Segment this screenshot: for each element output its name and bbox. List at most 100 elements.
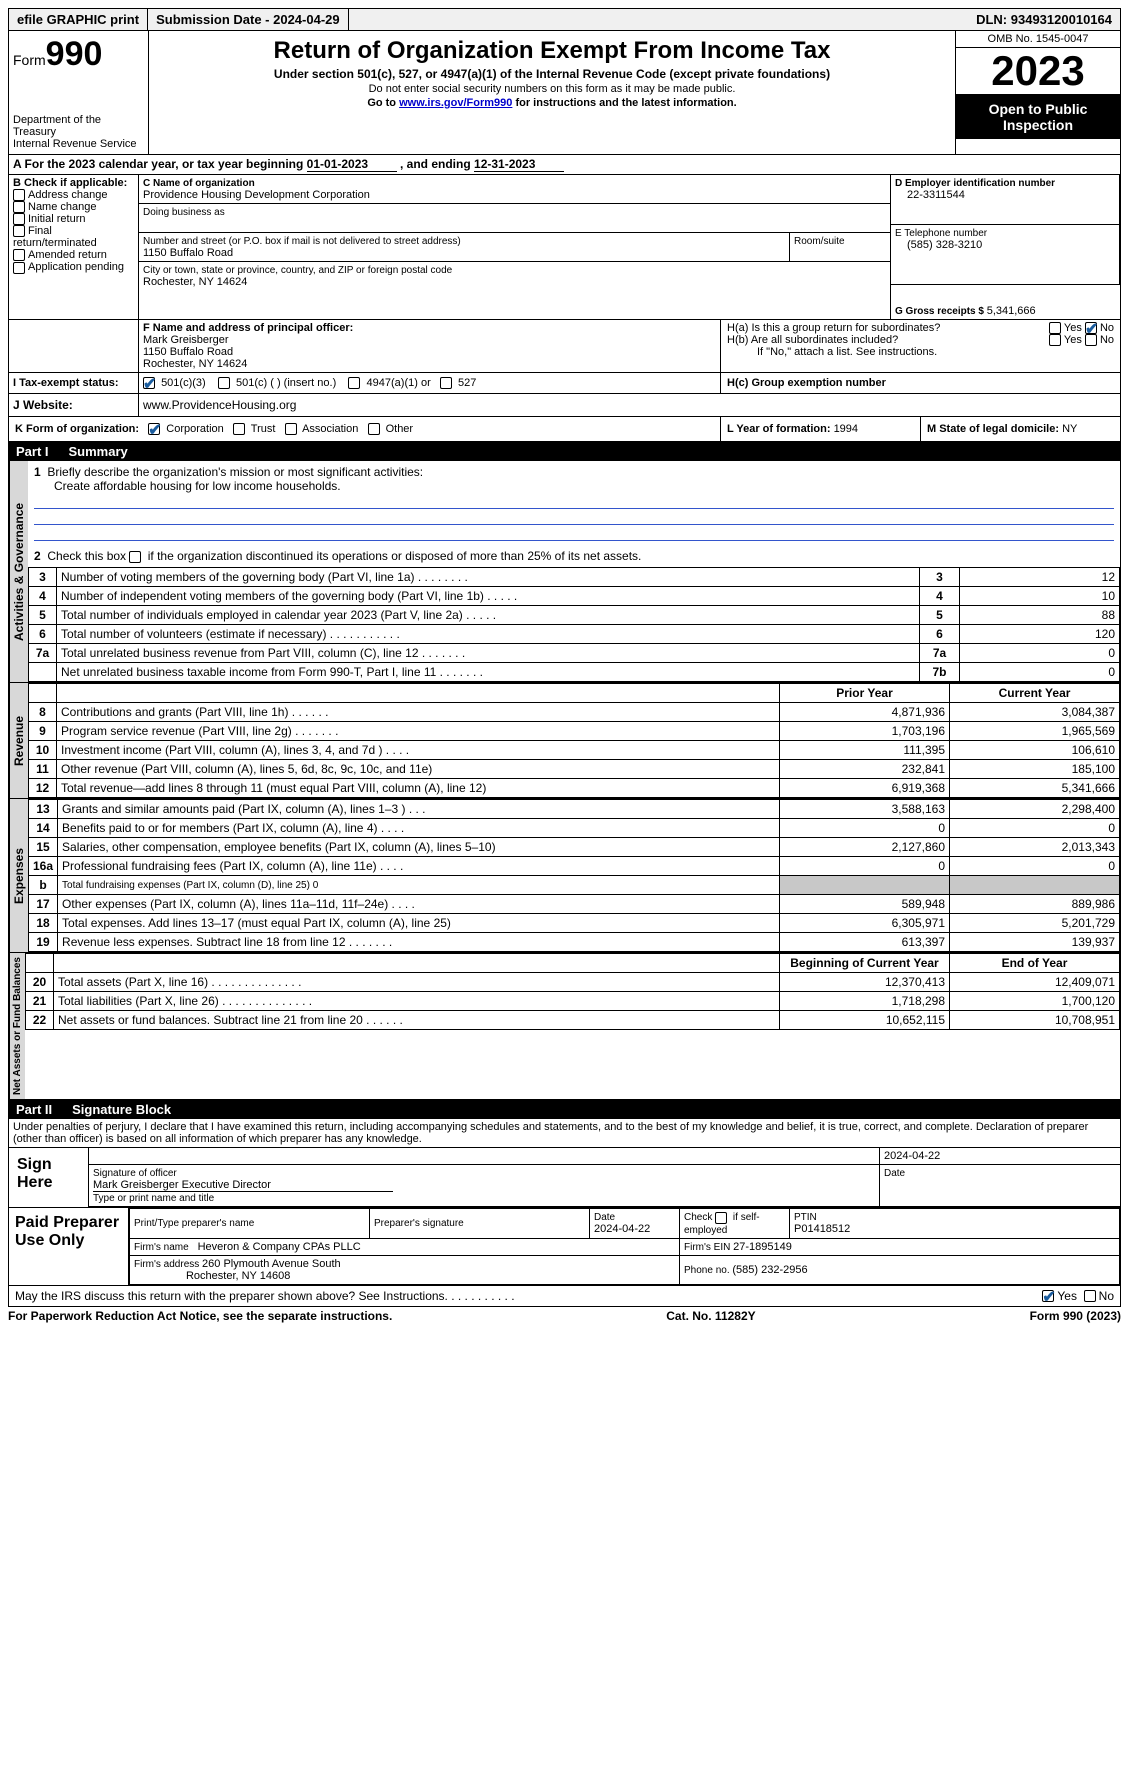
hb-no[interactable]: No	[1085, 334, 1114, 346]
top-bar: efile GRAPHIC print Submission Date - 20…	[8, 8, 1121, 31]
box-f: F Name and address of principal officer:…	[139, 320, 720, 372]
goto-line: Go to www.irs.gov/Form990 for instructio…	[155, 97, 949, 109]
officer-sig-name: Mark Greisberger Executive Director	[93, 1179, 393, 1192]
form-number: Form990	[13, 35, 144, 74]
cb-527[interactable]: 527	[440, 377, 476, 389]
q2-block: 2 Check this box if the organization dis…	[28, 545, 1120, 567]
cb-address-change[interactable]: Address change	[13, 189, 134, 201]
officer-street: 1150 Buffalo Road	[143, 346, 233, 358]
box-m: M State of legal domicile: NY	[920, 417, 1120, 441]
form-title: Return of Organization Exempt From Incom…	[155, 37, 949, 65]
cb-initial-return[interactable]: Initial return	[13, 213, 134, 225]
form-org-label: K Form of organization:	[15, 423, 139, 435]
hb-yes[interactable]: Yes	[1049, 334, 1082, 346]
gov-table: 3Number of voting members of the governi…	[28, 567, 1120, 682]
cb-amended-return[interactable]: Amended return	[13, 249, 134, 261]
table-row: 10Investment income (Part VIII, column (…	[29, 741, 1120, 760]
cb-discontinued[interactable]	[129, 551, 141, 563]
cb-trust[interactable]: Trust	[233, 423, 276, 435]
discuss-row: May the IRS discuss this return with the…	[8, 1286, 1121, 1307]
discuss-yes[interactable]: Yes	[1042, 1289, 1077, 1303]
ha-no[interactable]: No	[1085, 322, 1114, 334]
cb-501c3[interactable]: 501(c)(3)	[143, 377, 206, 389]
prep-print-label: Print/Type preparer's name	[134, 1218, 254, 1229]
cb-name-change[interactable]: Name change	[13, 201, 134, 213]
gross-label: G Gross receipts $	[895, 306, 987, 317]
prep-date: 2024-04-22	[594, 1223, 650, 1235]
tax-exempt-options: 501(c)(3) 501(c) ( ) (insert no.) 4947(a…	[139, 373, 720, 393]
firm-addr2: Rochester, NY 14608	[186, 1270, 290, 1282]
box-b: B Check if applicable: Address change Na…	[9, 175, 139, 319]
cat-no: Cat. No. 11282Y	[392, 1309, 1029, 1323]
entity-block: B Check if applicable: Address change Na…	[8, 175, 1121, 320]
hb-label: H(b) Are all subordinates included?	[727, 334, 1049, 346]
officer-city: Rochester, NY 14624	[143, 358, 247, 370]
side-label-revenue: Revenue	[9, 683, 28, 798]
irs-link[interactable]: www.irs.gov/Form990	[399, 97, 512, 109]
subdate-label: Submission Date -	[156, 12, 273, 27]
org-name: Providence Housing Development Corporati…	[143, 189, 370, 201]
box-b-label: B Check if applicable:	[13, 177, 134, 189]
header-middle: Return of Organization Exempt From Incom…	[149, 31, 955, 154]
footer-row: For Paperwork Reduction Act Notice, see …	[8, 1307, 1121, 1323]
firm-ein: 27-1895149	[733, 1241, 792, 1253]
cb-other[interactable]: Other	[368, 423, 414, 435]
efile-label: efile GRAPHIC print	[9, 9, 148, 30]
side-label-expenses: Expenses	[9, 799, 28, 952]
sig-officer-label: Signature of officer	[93, 1168, 177, 1179]
box-l: L Year of formation: 1994	[720, 417, 920, 441]
preparer-label: Paid Preparer Use Only	[9, 1208, 129, 1284]
tax-exempt-row: I Tax-exempt status: 501(c)(3) 501(c) ( …	[8, 373, 1121, 394]
table-row: 18Total expenses. Add lines 13–17 (must …	[29, 914, 1120, 933]
table-row: 14Benefits paid to or for members (Part …	[29, 819, 1120, 838]
cb-self-employed[interactable]: Check if self-employed	[684, 1212, 760, 1235]
k-l-m-row: K Form of organization: Corporation Trus…	[8, 417, 1121, 442]
period-begin: 01-01-2023	[307, 157, 397, 172]
table-row: 7aTotal unrelated business revenue from …	[29, 644, 1120, 663]
street-label: Number and street (or P.O. box if mail i…	[143, 236, 461, 247]
dln-value: 93493120010164	[1011, 12, 1112, 27]
table-row: 12Total revenue—add lines 8 through 11 (…	[29, 779, 1120, 798]
cb-corp[interactable]: Corporation	[148, 423, 224, 435]
dln: DLN: 93493120010164	[968, 9, 1120, 30]
hc-label: H(c) Group exemption number	[720, 373, 1120, 393]
tax-year: 2023	[956, 48, 1120, 95]
part-ii-label: Part II	[16, 1102, 52, 1117]
ha-yes[interactable]: Yes	[1049, 322, 1082, 334]
ptin-value: P01418512	[794, 1223, 850, 1235]
part-i-label: Part I	[16, 444, 49, 459]
firm-addr1: 260 Plymouth Avenue South	[202, 1258, 341, 1270]
expenses-section: Expenses 13Grants and similar amounts pa…	[8, 799, 1121, 953]
dba-label: Doing business as	[143, 207, 225, 218]
subdate-value: 2024-04-29	[273, 12, 340, 27]
dln-label: DLN:	[976, 12, 1011, 27]
mission-text: Create affordable housing for low income…	[34, 479, 341, 493]
table-row: 15Salaries, other compensation, employee…	[29, 838, 1120, 857]
website-row: J Website: www.ProvidenceHousing.org	[8, 394, 1121, 417]
form-header: Form990 Department of the Treasury Inter…	[8, 31, 1121, 155]
gov-section: Activities & Governance 1 Briefly descri…	[8, 461, 1121, 683]
table-row: 19Revenue less expenses. Subtract line 1…	[29, 933, 1120, 952]
officer-name: Mark Greisberger	[143, 334, 229, 346]
phone-value: (585) 328-3210	[895, 239, 982, 251]
cb-application-pending[interactable]: Application pending	[13, 261, 134, 273]
paperwork-notice: For Paperwork Reduction Act Notice, see …	[8, 1309, 392, 1323]
cb-501c[interactable]: 501(c) ( ) (insert no.)	[218, 377, 336, 389]
cb-4947[interactable]: 4947(a)(1) or	[348, 377, 430, 389]
part-ii-title: Signature Block	[72, 1102, 171, 1117]
table-row: 6Total number of volunteers (estimate if…	[29, 625, 1120, 644]
cb-assoc[interactable]: Association	[285, 423, 359, 435]
city-value: Rochester, NY 14624	[143, 276, 247, 288]
treasury-dept: Department of the Treasury	[13, 114, 144, 138]
part-i-header: Part I Summary	[8, 442, 1121, 461]
sign-here-label: Sign Here	[9, 1148, 89, 1207]
room-label: Room/suite	[794, 236, 845, 247]
f-h-row: F Name and address of principal officer:…	[8, 320, 1121, 373]
discuss-no[interactable]: No	[1084, 1289, 1114, 1303]
preparer-block: Paid Preparer Use Only Print/Type prepar…	[8, 1208, 1121, 1285]
cb-final-return[interactable]: Final return/terminated	[13, 225, 134, 249]
sign-here-block: Sign Here 2024-04-22 Signature of office…	[8, 1148, 1121, 1208]
side-label-gov: Activities & Governance	[9, 461, 28, 682]
sign-date: 2024-04-22	[884, 1150, 940, 1162]
table-header-row: Beginning of Current YearEnd of Year	[26, 954, 1120, 973]
